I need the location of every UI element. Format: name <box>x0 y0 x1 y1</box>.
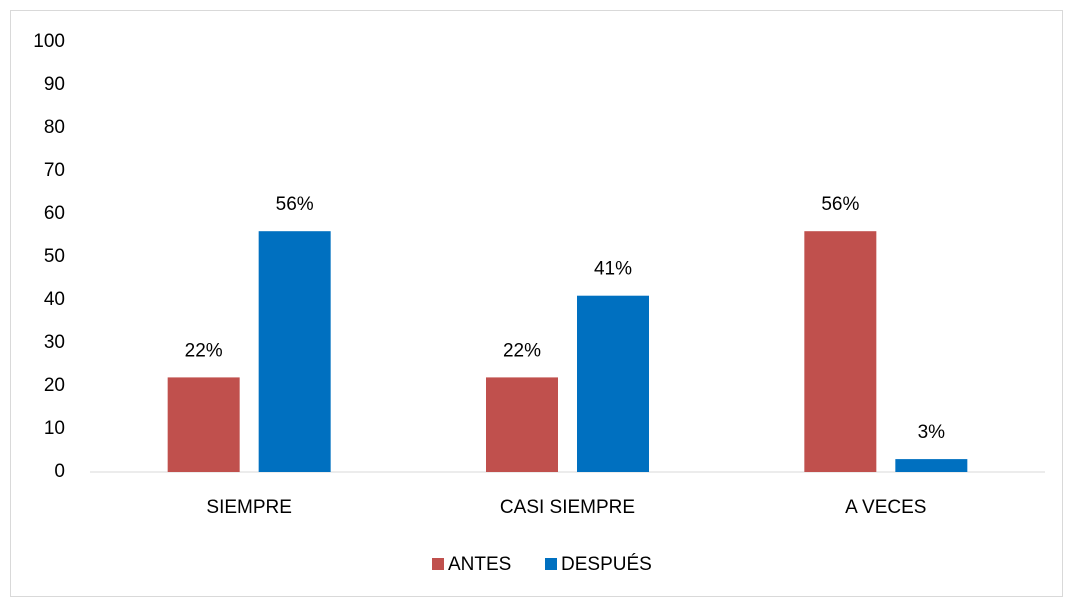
value-label: 41% <box>594 259 632 280</box>
y-tick-label: 60 <box>44 203 65 224</box>
y-tick-label: 0 <box>54 461 65 482</box>
y-tick-label: 50 <box>44 246 65 267</box>
x-tick-label: SIEMPRE <box>206 497 292 518</box>
chart-border <box>10 10 1063 597</box>
y-tick-label: 30 <box>44 332 65 353</box>
y-tick-label: 40 <box>44 289 65 310</box>
value-label: 22% <box>503 340 541 361</box>
legend-label: DESPUÉS <box>561 554 652 575</box>
value-label: 56% <box>276 194 314 215</box>
y-tick-label: 20 <box>44 375 65 396</box>
x-tick-label: A VECES <box>845 497 926 518</box>
legend-swatch <box>545 558 557 570</box>
x-tick-label: CASI SIEMPRE <box>500 497 635 518</box>
value-label: 3% <box>918 422 946 443</box>
bar <box>895 459 968 472</box>
bar <box>486 377 558 472</box>
bar <box>577 295 649 472</box>
y-tick-label: 90 <box>44 74 65 95</box>
y-tick-label: 100 <box>33 31 65 52</box>
bar <box>804 231 877 472</box>
y-tick-label: 10 <box>44 418 65 439</box>
legend-swatch <box>432 558 444 570</box>
y-tick-label: 80 <box>44 117 65 138</box>
value-label: 56% <box>821 194 859 215</box>
bar <box>167 377 240 472</box>
legend-label: ANTES <box>448 554 511 575</box>
value-label: 22% <box>185 340 223 361</box>
y-tick-label: 70 <box>44 160 65 181</box>
bar <box>258 231 331 472</box>
